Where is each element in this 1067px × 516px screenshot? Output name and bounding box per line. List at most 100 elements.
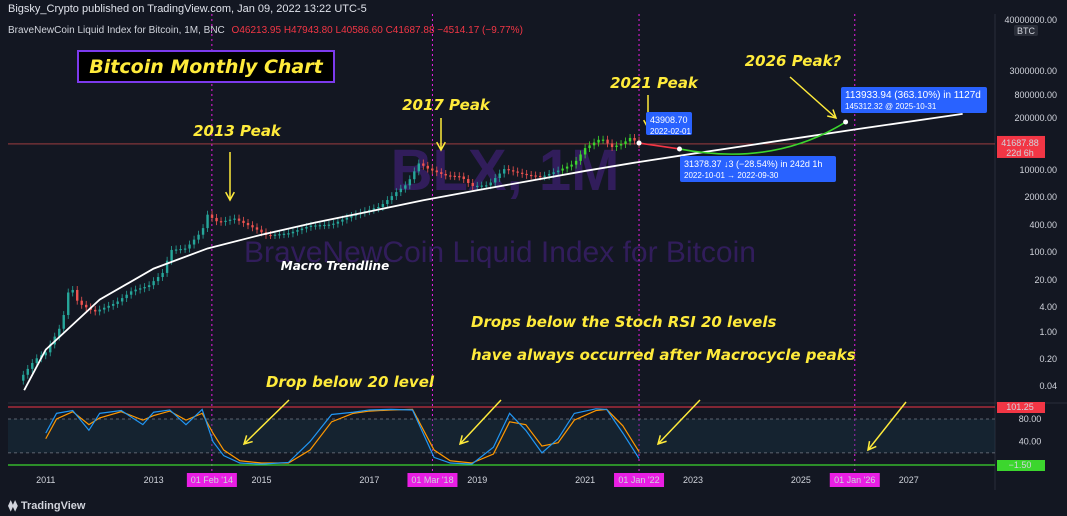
candle-body: [377, 206, 380, 209]
candle-body: [156, 277, 160, 282]
candle-body: [296, 230, 299, 232]
candle-body: [408, 179, 412, 186]
candle-body: [246, 222, 250, 226]
candle-body: [471, 182, 474, 187]
candle-body: [255, 227, 259, 230]
peak-2017-label: 2017 Peak: [402, 96, 491, 114]
candle-body: [228, 219, 232, 221]
candle-body: [413, 171, 416, 180]
candle-body: [588, 145, 591, 149]
candle-body: [390, 196, 394, 201]
arrow-drop-2018: [459, 399, 502, 445]
price-tick-label: 40000000.00: [1004, 15, 1057, 25]
arrow-drop-2014-head: [242, 435, 253, 446]
candle-body: [179, 249, 182, 251]
candle-body: [610, 143, 614, 148]
current-price-label: 41687.88: [1001, 138, 1039, 148]
rsi-lower-badge: [997, 460, 1045, 471]
candle-body: [345, 217, 349, 220]
time-marker-badge: [614, 473, 665, 487]
price-tick-label: 0.20: [1039, 354, 1057, 364]
rsi-upper-label: 101.25: [1006, 402, 1034, 412]
price-tick-label: 800000.00: [1014, 90, 1057, 100]
peak-2013-label: 2013 Peak: [193, 122, 282, 140]
candle-body: [129, 291, 133, 295]
candle-body: [278, 234, 281, 236]
candle-body: [561, 168, 564, 171]
price-tick-label: 1.00: [1039, 327, 1057, 337]
time-tick-label: 2023: [683, 475, 703, 485]
arrow-2017-head: [436, 141, 446, 152]
candle-body: [318, 225, 322, 227]
candle-body: [269, 234, 272, 237]
candle-body: [305, 226, 308, 229]
candle-body: [49, 344, 52, 353]
drop-label: Drop below 20 level: [266, 373, 435, 391]
candle-body: [210, 214, 214, 218]
candle-body: [350, 215, 353, 218]
candle-body: [399, 188, 403, 193]
candle-body: [570, 164, 573, 167]
time-tick-label: 2013: [144, 475, 164, 485]
candle-body: [440, 172, 443, 174]
candle-body: [395, 192, 398, 197]
candle-body: [480, 185, 483, 187]
candle-body: [404, 185, 407, 189]
candle-body: [489, 182, 492, 186]
arrow-drop-2026-head: [867, 441, 877, 452]
candle-body: [197, 234, 200, 240]
symbol-name: BraveNewCoin Liquid Index for Bitcoin, 1…: [8, 25, 225, 36]
candle-body: [215, 217, 218, 222]
candle-body: [462, 176, 465, 180]
price-tick-label: 400.00: [1029, 220, 1057, 230]
peak-2026-label: 2026 Peak?: [745, 52, 842, 70]
candle-body: [547, 173, 551, 176]
price-tick-label: 3000000.00: [1009, 66, 1057, 76]
candle-body: [381, 204, 385, 207]
time-tick-label: 2019: [467, 475, 487, 485]
candle-body: [417, 163, 421, 172]
candle-body: [219, 221, 223, 223]
candle-body: [485, 185, 488, 187]
candle-body: [341, 219, 344, 222]
candle-body: [58, 328, 61, 337]
candle-body: [372, 208, 376, 210]
note-line-1: Drops below the Stoch RSI 20 levels: [471, 313, 776, 331]
arrow-drop-2022: [657, 399, 701, 445]
time-marker-badge: [407, 473, 458, 487]
tooltip-target-2026-line-1: 145312.32 @ 2025-10-31: [845, 102, 937, 111]
tradingview-logo-icon: ⧫⧫: [8, 500, 18, 512]
arrow-drop-2022-head: [656, 435, 667, 446]
candle-body: [556, 170, 560, 173]
candle-body: [458, 176, 461, 178]
time-marker-label: 01 Mar '18: [411, 475, 453, 485]
footer-brand: ⧫⧫ TradingView: [8, 499, 85, 513]
candle-body: [85, 304, 88, 308]
candle-body: [174, 249, 178, 251]
candle-body: [22, 374, 25, 381]
candle-body: [147, 285, 151, 288]
candle-body: [273, 234, 277, 236]
candle-body: [138, 288, 142, 290]
candle-body: [251, 225, 254, 228]
peak-2021-label: 2021 Peak: [610, 74, 699, 92]
candle-body: [26, 368, 29, 375]
candle-body: [98, 309, 101, 312]
candle-body: [449, 175, 452, 177]
candle-body: [192, 239, 196, 245]
tooltip-bottom-2022-line-0: 31378.37 ↓3 (−28.54%) in 242d 1h: [684, 159, 822, 169]
rsi-upper-badge: [997, 402, 1045, 413]
candle-body: [552, 172, 555, 174]
candle-body: [516, 171, 519, 173]
candle-body: [287, 233, 290, 235]
candle-body: [534, 175, 537, 177]
arrow-drop-2026: [867, 401, 907, 451]
candle-body: [520, 172, 524, 174]
candle-body: [323, 224, 326, 227]
arrow-2026: [789, 76, 837, 119]
tooltip-peak-2021-line-0: 43908.70: [650, 115, 688, 125]
candle-body: [80, 300, 83, 305]
candle-body: [619, 144, 623, 146]
candle-body: [300, 228, 304, 231]
